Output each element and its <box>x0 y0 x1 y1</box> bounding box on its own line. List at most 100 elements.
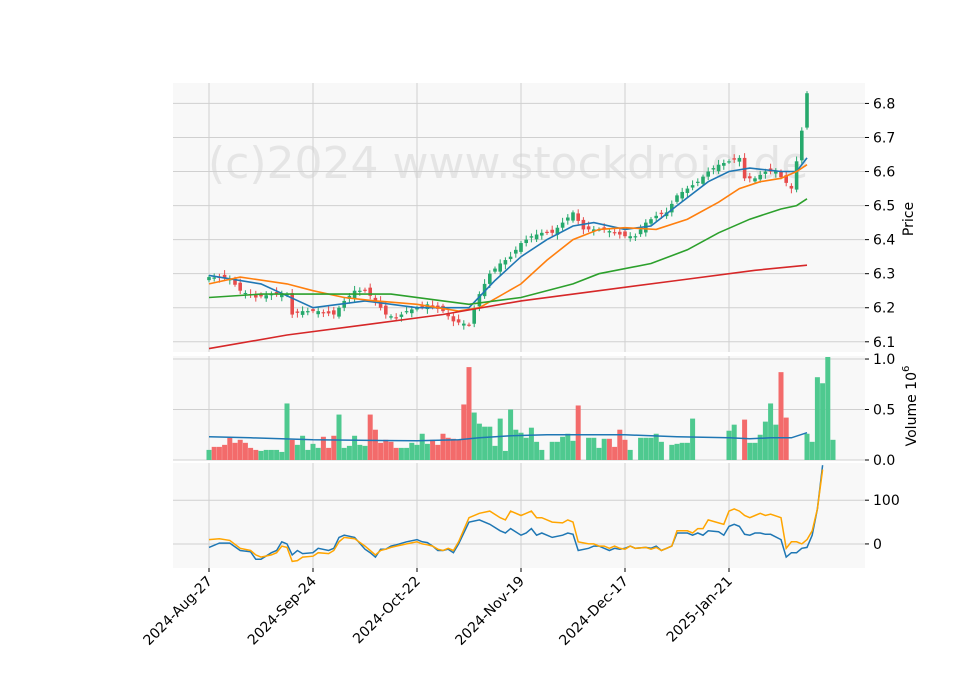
candle-body <box>363 289 367 291</box>
candle-body <box>800 130 804 161</box>
volume-bar <box>523 437 529 460</box>
candle-body <box>399 314 404 317</box>
volume-tick-label: 0.0 <box>873 453 895 469</box>
candle-body <box>550 229 554 233</box>
volume-tick-label: 0.5 <box>873 403 895 419</box>
candle-body <box>805 93 809 128</box>
volume-bar <box>778 372 784 460</box>
volume-bar <box>492 445 498 460</box>
volume-bar <box>586 437 592 460</box>
candle-body <box>358 290 362 292</box>
volume-bar <box>248 447 254 460</box>
candle-body <box>451 316 456 322</box>
volume-bar <box>242 442 248 460</box>
candle-body <box>732 158 736 160</box>
volume-bar <box>263 449 269 460</box>
candle-body <box>727 161 731 163</box>
volume-bar <box>726 430 732 460</box>
candle-body <box>716 164 721 172</box>
volume-bar <box>409 442 415 460</box>
volume-bar <box>596 447 602 460</box>
volume-bar <box>768 403 774 460</box>
volume-bar <box>237 439 243 460</box>
candle-body <box>326 311 331 314</box>
candle-body <box>498 263 502 272</box>
volume-scale-base: 10 <box>904 372 920 390</box>
volume-bar <box>830 439 836 460</box>
candle-body <box>649 219 653 224</box>
volume-bar <box>653 433 659 460</box>
candle-body <box>207 277 211 281</box>
volume-bar <box>440 433 446 460</box>
volume-bar <box>513 429 519 460</box>
price-tick-label: 6.7 <box>873 130 895 146</box>
volume-bar <box>528 427 534 460</box>
candle-body <box>332 310 336 315</box>
candle-body <box>337 307 341 317</box>
volume-tick-label: 1.0 <box>873 352 895 368</box>
candle-body <box>576 213 580 221</box>
volume-bar <box>456 439 462 460</box>
volume-scale-exponent: 6 <box>901 366 912 372</box>
candle-body <box>685 188 690 193</box>
volume-bar <box>331 435 337 460</box>
candle-body <box>243 292 248 295</box>
x-tick-label: 2024-Dec-17 <box>556 574 631 649</box>
x-tick-label: 2024-Aug-27 <box>140 574 215 649</box>
volume-bar <box>622 439 628 460</box>
x-tick-label: 2024-Oct-22 <box>350 574 424 648</box>
volume-bar <box>211 446 217 460</box>
volume-bar <box>253 449 259 460</box>
candle-body <box>638 229 643 235</box>
volume-bar <box>258 450 264 460</box>
volume-bar <box>320 436 326 460</box>
candle-body <box>430 305 435 307</box>
candle-body <box>378 300 383 308</box>
candle-body <box>482 283 487 297</box>
candle-body <box>670 203 674 213</box>
volume-bar <box>404 447 410 460</box>
candle-body <box>524 239 528 244</box>
volume-bar <box>648 437 654 460</box>
candle-body <box>503 260 508 265</box>
candle-body <box>384 305 388 315</box>
price-panel <box>173 83 865 352</box>
volume-bar <box>820 383 826 460</box>
volume-bar <box>690 418 696 460</box>
volume-bar <box>570 440 576 460</box>
candle-body <box>540 232 544 236</box>
candle-body <box>534 234 539 240</box>
price-tick-label: 6.2 <box>873 301 895 317</box>
volume-bar <box>227 437 233 460</box>
price-tick-label: 6.8 <box>873 96 895 112</box>
volume-bar <box>804 433 810 460</box>
candle-body <box>633 236 638 238</box>
moving-average-line <box>208 157 808 309</box>
volume-bar <box>378 442 384 460</box>
candle-body <box>456 319 461 323</box>
volume-bar <box>534 441 540 460</box>
volume-bar <box>497 418 503 460</box>
volume-bar <box>476 423 482 460</box>
candle-body <box>311 309 315 312</box>
candle-body <box>462 323 466 326</box>
candle-body <box>711 168 716 170</box>
volume-bar <box>424 443 430 460</box>
candle-body <box>779 171 783 178</box>
candle-body <box>233 278 237 285</box>
volume-bar <box>482 426 488 460</box>
volume-bar <box>383 439 389 460</box>
candle-body <box>264 295 268 299</box>
candle-body <box>560 222 565 228</box>
volume-bar <box>539 449 545 460</box>
volume-bar <box>388 441 394 460</box>
candle-body <box>784 175 788 183</box>
volume-bar <box>419 433 425 460</box>
volume-bar <box>554 441 560 460</box>
volume-bar <box>341 447 347 460</box>
candle-body <box>722 163 726 166</box>
volume-bar <box>502 450 508 460</box>
volume-bar <box>352 435 358 460</box>
